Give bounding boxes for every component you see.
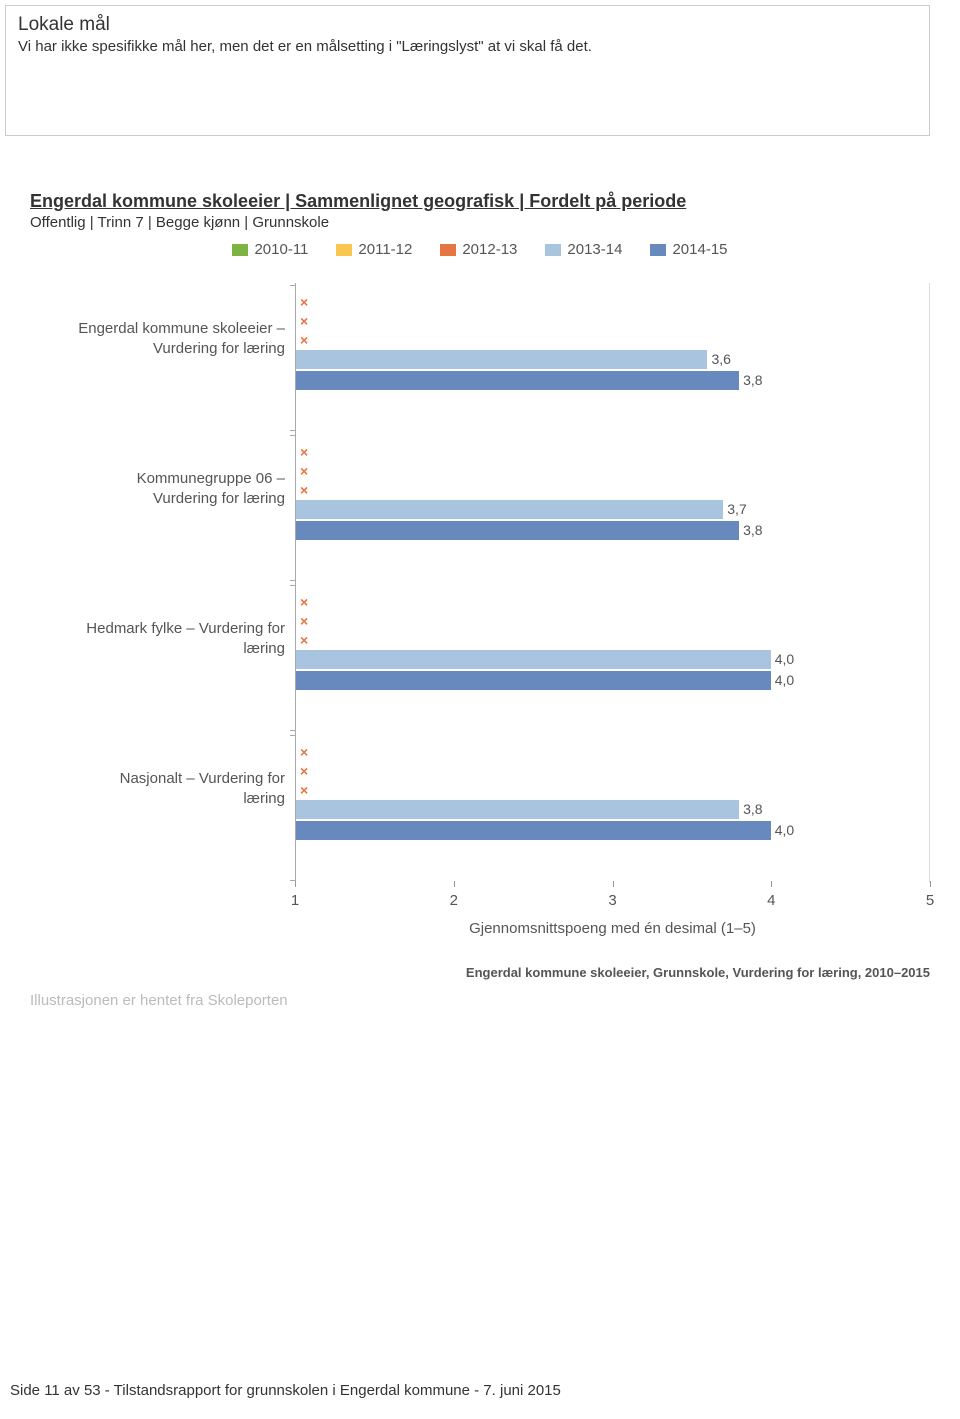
bar-row: 3,7 xyxy=(296,500,929,519)
no-data-icon: × xyxy=(300,444,308,460)
chart: 2010-11 2011-12 2012-13 2013-14 2014-15 Enge… xyxy=(30,241,930,937)
bar-row: × xyxy=(296,631,929,648)
group-plot: × × × 4,0 4,0 xyxy=(296,583,929,733)
no-data-icon: × xyxy=(300,294,308,310)
axis-tick-label: 4 xyxy=(767,892,775,909)
axis-tick xyxy=(295,881,296,887)
y-labels: Engerdal kommune skoleeier –Vurdering fo… xyxy=(30,283,295,883)
no-data-icon: × xyxy=(300,763,308,779)
axis-tick xyxy=(771,881,772,887)
chart-caption: Engerdal kommune skoleeier, Grunnskole, … xyxy=(0,965,930,980)
bar-row: × xyxy=(296,612,929,629)
legend-item: 2010-11 xyxy=(232,241,308,258)
bar-row: 4,0 xyxy=(296,821,929,840)
bar-row: 3,6 xyxy=(296,350,929,369)
legend-swatch xyxy=(650,244,666,256)
legend-label: 2010-11 xyxy=(254,241,308,258)
bar xyxy=(296,800,739,819)
axis-tick xyxy=(613,881,614,887)
bar-value-label: 3,6 xyxy=(711,351,730,367)
bar-row: 4,0 xyxy=(296,671,929,690)
legend-swatch xyxy=(545,244,561,256)
bar-row: 4,0 xyxy=(296,650,929,669)
bar-row: × xyxy=(296,331,929,348)
bar xyxy=(296,371,739,390)
group-label: Hedmark fylke – Vurdering forlæring xyxy=(35,619,285,658)
axis-labels: 12345 xyxy=(295,892,930,914)
no-data-icon: × xyxy=(300,782,308,798)
axis-tick-label: 3 xyxy=(608,892,616,909)
axis-tick-label: 1 xyxy=(291,892,299,909)
bar-row: 3,8 xyxy=(296,371,929,390)
legend-label: 2014-15 xyxy=(672,241,727,258)
no-data-icon: × xyxy=(300,632,308,648)
bar-row: × xyxy=(296,762,929,779)
legend-swatch xyxy=(440,244,456,256)
bar xyxy=(296,821,771,840)
axis-tick xyxy=(454,881,455,887)
legend-label: 2012-13 xyxy=(462,241,517,258)
axis-tick-label: 5 xyxy=(926,892,934,909)
bar xyxy=(296,500,723,519)
axis-tick xyxy=(930,881,931,887)
bar-value-label: 4,0 xyxy=(775,822,794,838)
bar-row: × xyxy=(296,462,929,479)
no-data-icon: × xyxy=(300,482,308,498)
legend-item: 2011-12 xyxy=(336,241,412,258)
bar-row: 3,8 xyxy=(296,800,929,819)
chart-body: Engerdal kommune skoleeier –Vurdering fo… xyxy=(30,283,930,883)
chart-legend: 2010-11 2011-12 2012-13 2013-14 2014-15 xyxy=(30,241,930,258)
bar-value-label: 3,8 xyxy=(743,801,762,817)
legend-swatch xyxy=(232,244,248,256)
bar-row: × xyxy=(296,781,929,798)
bar xyxy=(296,650,771,669)
group-label: Engerdal kommune skoleeier –Vurdering fo… xyxy=(35,319,285,358)
page-footer: Side 11 av 53 - Tilstandsrapport for gru… xyxy=(10,1382,561,1399)
info-box-body: Vi har ikke spesifikke mål her, men det … xyxy=(18,38,917,55)
bar xyxy=(296,350,707,369)
info-box: Lokale mål Vi har ikke spesifikke mål he… xyxy=(5,5,930,136)
plot-area: × × × 3,6 3,8 × × × 3,7 3,8 × × × 4,0 4,0 × × × 3,8 4,0 xyxy=(295,283,930,883)
page: Lokale mål Vi har ikke spesifikke mål he… xyxy=(0,5,960,1419)
bar-row: × xyxy=(296,443,929,460)
group-plot: × × × 3,8 4,0 xyxy=(296,733,929,883)
legend-item: 2012-13 xyxy=(440,241,517,258)
no-data-icon: × xyxy=(300,313,308,329)
section-sub: Offentlig | Trinn 7 | Begge kjønn | Grun… xyxy=(30,214,930,231)
source-note: Illustrasjonen er hentet fra Skoleporten xyxy=(30,992,930,1009)
bar-value-label: 3,7 xyxy=(727,501,746,517)
axis-row: 12345 Gjennomsnittspoeng med én desimal … xyxy=(30,883,930,937)
bar-row: × xyxy=(296,312,929,329)
section-title: Engerdal kommune skoleeier | Sammenligne… xyxy=(30,191,930,212)
group-plot: × × × 3,6 3,8 xyxy=(296,283,929,433)
bar-row: × xyxy=(296,481,929,498)
bar-value-label: 3,8 xyxy=(743,522,762,538)
bar xyxy=(296,521,739,540)
bar-value-label: 3,8 xyxy=(743,372,762,388)
group-plot: × × × 3,7 3,8 xyxy=(296,433,929,583)
axis-title: Gjennomsnittspoeng med én desimal (1–5) xyxy=(295,920,930,937)
group-label: Kommunegruppe 06 –Vurdering for læring xyxy=(35,469,285,508)
bar-value-label: 4,0 xyxy=(775,651,794,667)
legend-item: 2013-14 xyxy=(545,241,622,258)
bar-value-label: 4,0 xyxy=(775,672,794,688)
no-data-icon: × xyxy=(300,332,308,348)
bar-row: × xyxy=(296,743,929,760)
axis-tick-label: 2 xyxy=(450,892,458,909)
legend-label: 2011-12 xyxy=(358,241,412,258)
no-data-icon: × xyxy=(300,613,308,629)
bar xyxy=(296,671,771,690)
group-label: Nasjonalt – Vurdering forlæring xyxy=(35,769,285,808)
no-data-icon: × xyxy=(300,594,308,610)
no-data-icon: × xyxy=(300,463,308,479)
bar-row: 3,8 xyxy=(296,521,929,540)
no-data-icon: × xyxy=(300,744,308,760)
legend-swatch xyxy=(336,244,352,256)
legend-item: 2014-15 xyxy=(650,241,727,258)
bar-row: × xyxy=(296,593,929,610)
tick-row xyxy=(295,883,930,888)
bar-row: × xyxy=(296,293,929,310)
legend-label: 2013-14 xyxy=(567,241,622,258)
info-box-title: Lokale mål xyxy=(18,14,917,36)
